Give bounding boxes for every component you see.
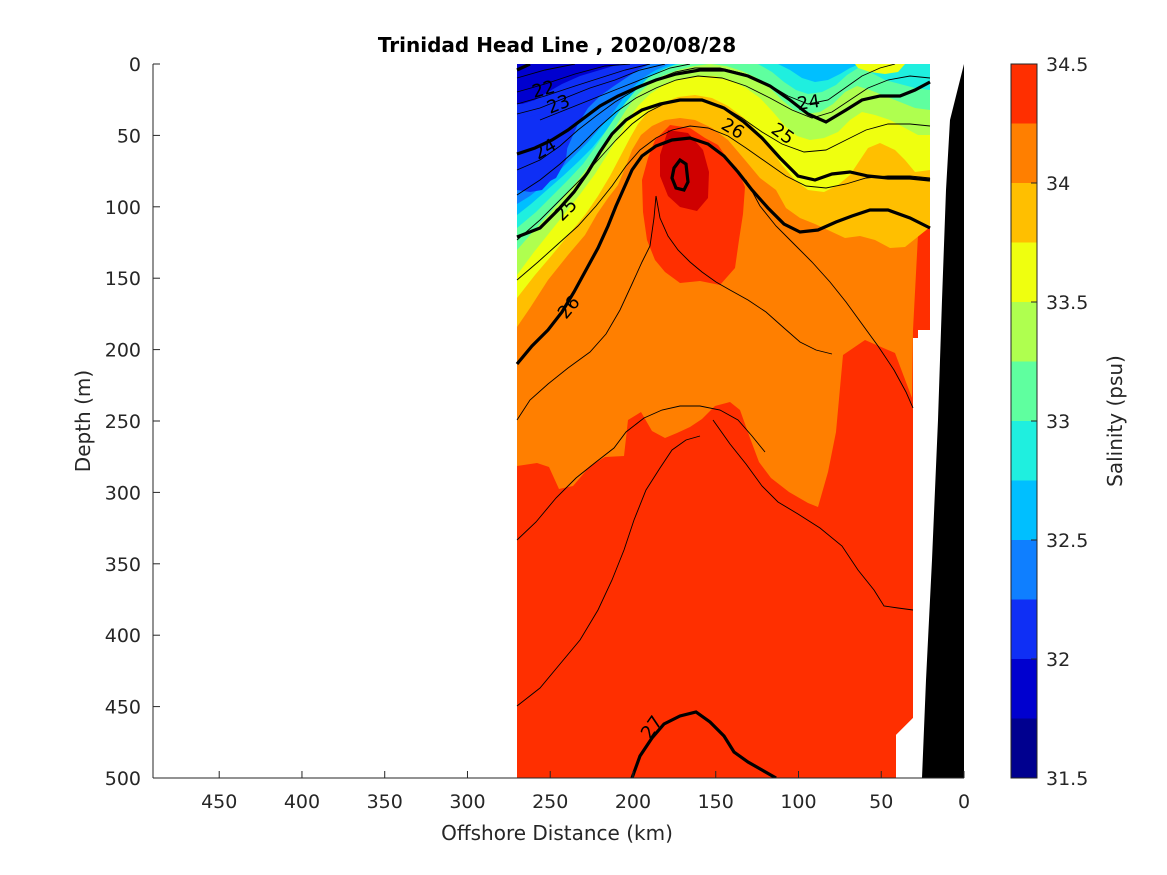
salinity-field: 22 23 24 24 25 25 26 26 27 bbox=[515, 64, 964, 778]
x-axis-label: Offshore Distance (km) bbox=[441, 821, 673, 845]
y-tick-label: 350 bbox=[105, 554, 141, 576]
y-tick-label: 150 bbox=[105, 268, 141, 290]
x-tick-label: 100 bbox=[780, 791, 816, 813]
x-tick-label: 150 bbox=[698, 791, 734, 813]
bathymetry bbox=[922, 64, 964, 778]
colorbar-segment bbox=[1011, 242, 1037, 302]
y-tick-label: 400 bbox=[105, 625, 141, 647]
colorbar-segment bbox=[1011, 421, 1037, 481]
y-tick-label: 500 bbox=[105, 768, 141, 790]
colorbar-segment bbox=[1011, 302, 1037, 362]
salinity-band-nearshore-surface bbox=[855, 64, 905, 74]
y-tick-label: 450 bbox=[105, 697, 141, 719]
y-tick-label: 250 bbox=[105, 411, 141, 433]
x-tick-label: 450 bbox=[201, 791, 237, 813]
x-tick-label: 350 bbox=[367, 791, 403, 813]
x-tick-label: 0 bbox=[958, 791, 970, 813]
x-tick-label: 50 bbox=[869, 791, 893, 813]
bold-contours bbox=[515, 64, 931, 778]
colorbar-segment bbox=[1011, 361, 1037, 421]
salinity-band-31.5-31.75 bbox=[517, 64, 620, 104]
colorbar-tick-label: 34.5 bbox=[1046, 54, 1088, 76]
y-tick-label: 100 bbox=[105, 197, 141, 219]
colorbar-tick-label: 32.5 bbox=[1046, 530, 1088, 552]
y-tick-label: 0 bbox=[129, 54, 141, 76]
y-tick-label: 50 bbox=[117, 125, 141, 147]
colorbar-segment bbox=[1011, 480, 1037, 540]
contour-label-24-right: 24 bbox=[796, 91, 822, 115]
colorbar-segment bbox=[1011, 599, 1037, 659]
colorbar-segment bbox=[1011, 123, 1037, 183]
colorbar-tick-label: 32 bbox=[1046, 649, 1070, 671]
colorbar-tick-label: 31.5 bbox=[1046, 768, 1088, 790]
x-tick-label: 400 bbox=[284, 791, 320, 813]
colorbar-label: Salinity (psu) bbox=[1103, 355, 1127, 487]
colorbar-segment bbox=[1011, 183, 1037, 243]
colorbar-tick-label: 33 bbox=[1046, 411, 1070, 433]
y-tick-label: 200 bbox=[105, 340, 141, 362]
x-tick-label: 200 bbox=[615, 791, 651, 813]
salinity-band-34.25-34.5 bbox=[660, 130, 709, 211]
salinity-band-32.75-33 bbox=[517, 64, 930, 250]
colorbar-segment bbox=[1011, 659, 1037, 719]
colorbar-ticks: 31.5 32 32.5 33 33.5 34 34.5 bbox=[1031, 54, 1088, 790]
y-axis-ticks: 0 50 100 150 200 250 300 350 400 450 500 bbox=[105, 54, 160, 790]
colorbar-tick-label: 33.5 bbox=[1046, 292, 1088, 314]
y-axis-label: Depth (m) bbox=[71, 370, 95, 472]
colorbar-tick-label: 34 bbox=[1046, 173, 1070, 195]
y-tick-label: 300 bbox=[105, 482, 141, 504]
chart-title: Trinidad Head Line , 2020/08/28 bbox=[378, 33, 736, 57]
x-axis-ticks: 450 400 350 300 250 200 150 100 50 0 bbox=[201, 771, 970, 813]
colorbar bbox=[1011, 64, 1037, 778]
x-tick-label: 300 bbox=[449, 791, 485, 813]
colorbar-segment bbox=[1011, 540, 1037, 600]
colorbar-segment bbox=[1011, 718, 1037, 778]
x-tick-label: 250 bbox=[532, 791, 568, 813]
colorbar-segment bbox=[1011, 64, 1037, 124]
